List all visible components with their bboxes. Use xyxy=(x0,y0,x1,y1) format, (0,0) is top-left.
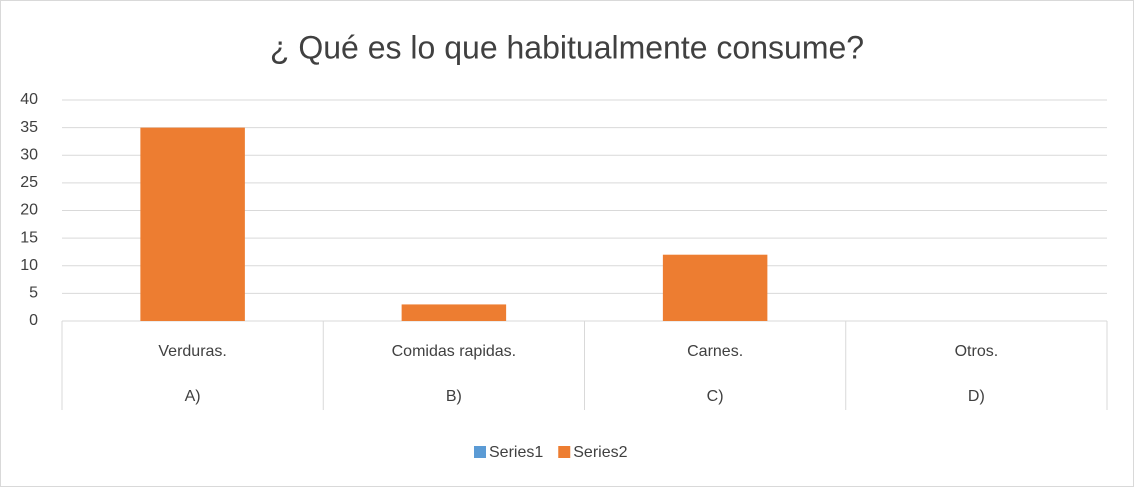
bar xyxy=(662,254,768,321)
x-group-label: C) xyxy=(707,388,724,405)
y-tick-label: 0 xyxy=(29,312,38,329)
y-tick-label: 25 xyxy=(20,174,38,191)
legend-swatch xyxy=(558,446,571,458)
y-tick-label: 5 xyxy=(29,285,38,302)
chart-title: ¿ Qué es lo que habitualmente consume? xyxy=(270,29,864,65)
x-tick-label: Comidas rapidas. xyxy=(392,343,517,360)
x-group-label: B) xyxy=(446,388,462,405)
y-tick-label: 15 xyxy=(20,229,38,246)
y-tick-label: 30 xyxy=(20,146,38,163)
bar xyxy=(140,127,245,321)
y-tick-label: 20 xyxy=(20,202,38,219)
x-tick-label: Verduras. xyxy=(158,343,226,360)
y-tick-label: 35 xyxy=(20,119,38,136)
bar xyxy=(401,304,507,321)
x-group-label: A) xyxy=(185,388,201,405)
y-tick-label: 40 xyxy=(20,91,38,108)
x-group-label: D) xyxy=(968,388,985,405)
legend-swatch xyxy=(474,446,486,458)
x-tick-label: Carnes. xyxy=(687,343,743,360)
x-tick-label: Otros. xyxy=(955,343,999,360)
legend-label: Series1 xyxy=(489,444,543,461)
y-tick-label: 10 xyxy=(20,257,38,274)
legend-label: Series2 xyxy=(573,444,627,461)
